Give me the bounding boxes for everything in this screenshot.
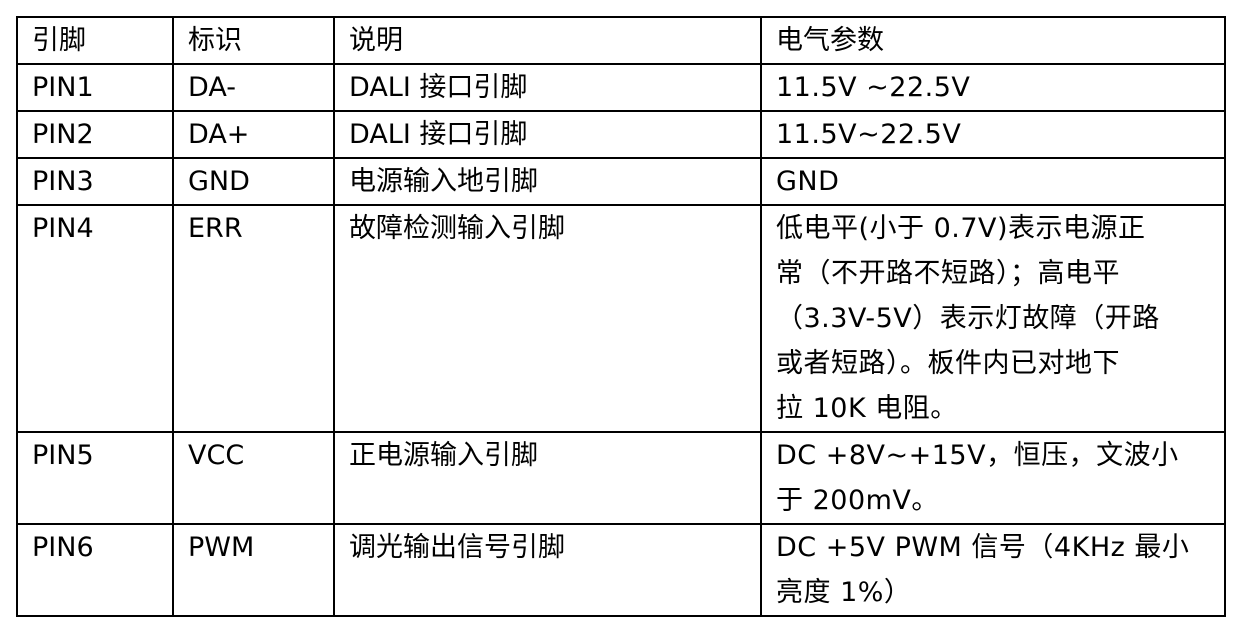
params-line: （3.3V-5V）表示灯故障（开路 — [776, 303, 1160, 334]
params-line: DC +8V~+15V，恒压，文波小 — [776, 440, 1179, 471]
table-row: PIN5 VCC 正电源输入引脚 DC +8V~+15V，恒压，文波小于 200mV。 — [16, 431, 1226, 525]
params-line: 常（不开路不短路）；高电平 — [776, 258, 1120, 289]
params-line: 或者短路）。板件内已对地下 — [776, 348, 1120, 379]
cell-params: DC +8V~+15V，恒压，文波小于 200mV。 — [760, 431, 1226, 525]
table-row: PIN4 ERR 故障检测输入引脚 低电平(小于 0.7V)表示电源正 常（不开路不短路… — [16, 204, 1226, 433]
header-params: 电气参数 — [760, 16, 1226, 65]
cell-params: 11.5V~22.5V — [760, 110, 1226, 159]
cell-id: VCC — [172, 431, 335, 525]
cell-desc: 正电源输入引脚 — [333, 431, 762, 525]
table-row: PIN2 DA+ DALI 接口引脚 11.5V~22.5V — [16, 110, 1226, 159]
cell-id: DA- — [172, 63, 335, 112]
header-pin: 引脚 — [16, 16, 174, 65]
cell-params: 低电平(小于 0.7V)表示电源正 常（不开路不短路）；高电平 （3.3V-5V）表… — [760, 204, 1226, 433]
table-row: PIN1 DA- DALI 接口引脚 11.5V ~22.5V — [16, 63, 1226, 112]
table-row: PIN6 PWM 调光输出信号引脚 DC +5V PWM 信号（4KHz 最小 亮度 1… — [16, 523, 1226, 617]
params-line: 于 200mV。 — [776, 485, 939, 516]
cell-params: DC +5V PWM 信号（4KHz 最小 亮度 1%） — [760, 523, 1226, 617]
params-line: 亮度 1%） — [776, 577, 912, 608]
cell-id: GND — [172, 157, 335, 206]
pin-table: 引脚 标识 说明 电气参数 PIN1 DA- DALI 接口引脚 11.5V ~22.… — [16, 16, 1226, 617]
cell-params: 11.5V ~22.5V — [760, 63, 1226, 112]
cell-desc: DALI 接口引脚 — [333, 63, 762, 112]
cell-id: ERR — [172, 204, 335, 433]
cell-desc: 故障检测输入引脚 — [333, 204, 762, 433]
table-header-row: 引脚 标识 说明 电气参数 — [16, 16, 1226, 65]
params-line: GND — [776, 166, 840, 197]
cell-pin: PIN5 — [16, 431, 174, 525]
cell-desc: 调光输出信号引脚 — [333, 523, 762, 617]
table-row: PIN3 GND 电源输入地引脚 GND — [16, 157, 1226, 206]
cell-id: PWM — [172, 523, 335, 617]
cell-desc: DALI 接口引脚 — [333, 110, 762, 159]
params-line: DC +5V PWM 信号（4KHz 最小 — [776, 532, 1190, 563]
header-id: 标识 — [172, 16, 335, 65]
cell-id: DA+ — [172, 110, 335, 159]
cell-params: GND — [760, 157, 1226, 206]
params-line: 11.5V ~22.5V — [776, 72, 971, 103]
params-line: 低电平(小于 0.7V)表示电源正 — [776, 213, 1146, 244]
params-line: 拉 10K 电阻。 — [776, 393, 958, 424]
params-line: 11.5V~22.5V — [776, 119, 962, 150]
header-desc: 说明 — [333, 16, 762, 65]
cell-pin: PIN3 — [16, 157, 174, 206]
cell-pin: PIN2 — [16, 110, 174, 159]
cell-desc: 电源输入地引脚 — [333, 157, 762, 206]
cell-pin: PIN6 — [16, 523, 174, 617]
cell-pin: PIN4 — [16, 204, 174, 433]
cell-pin: PIN1 — [16, 63, 174, 112]
